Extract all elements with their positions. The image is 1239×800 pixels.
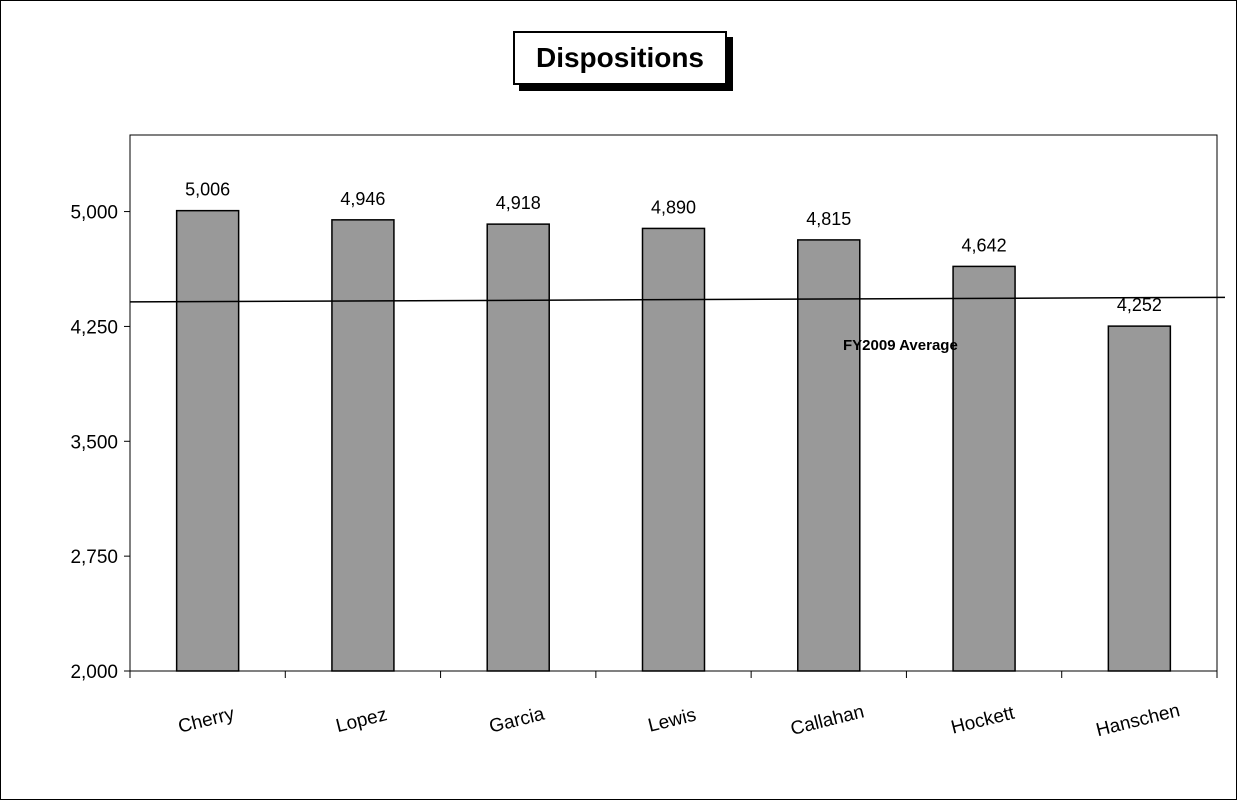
x-category-label: Garcia [487,704,547,738]
average-reference: FY2009 Average [129,296,1226,354]
data-label: 5,006 [185,180,230,200]
y-axis: 2,000 2,750 3,500 4,250 5,000 [70,203,130,683]
bar [641,227,706,672]
data-label: 4,642 [962,235,1007,255]
bar [1107,325,1172,672]
average-label: FY2009 Average [843,337,958,354]
x-category-label: Lopez [334,704,389,737]
data-label: 4,918 [496,193,541,213]
bar-chart: 2,000 2,750 3,500 4,250 5,000 Cherry Lopez Gar… [70,134,1226,741]
average-line [129,296,1226,303]
data-label: 4,890 [651,197,696,217]
y-tick-label: 2,000 [70,662,118,683]
y-tick-label: 2,750 [70,547,118,568]
bars: 5,006 4,946 4,918 4,890 4,815 4,642 4,252 [175,180,1172,672]
data-label: 4,946 [340,189,385,209]
chart-title: Dispositions [535,42,704,73]
chart-title-box: Dispositions [513,31,727,85]
x-category-label: Lewis [646,705,698,737]
x-category-label: Hockett [949,703,1017,739]
bar [952,265,1016,672]
y-tick-label: 5,000 [70,203,118,224]
bar [175,209,240,672]
bar [331,219,395,672]
bar [486,223,550,672]
data-label: 4,815 [806,209,851,229]
x-category-label: Hanschen [1094,700,1182,741]
bar [797,239,861,672]
y-tick-label: 4,250 [70,317,118,338]
x-axis: Cherry Lopez Garcia Lewis Callahan Hockett Han… [129,671,1218,741]
data-label: 4,252 [1117,295,1162,315]
y-tick-label: 3,500 [70,432,118,453]
x-category-label: Cherry [176,703,237,737]
x-category-label: Callahan [789,701,867,740]
